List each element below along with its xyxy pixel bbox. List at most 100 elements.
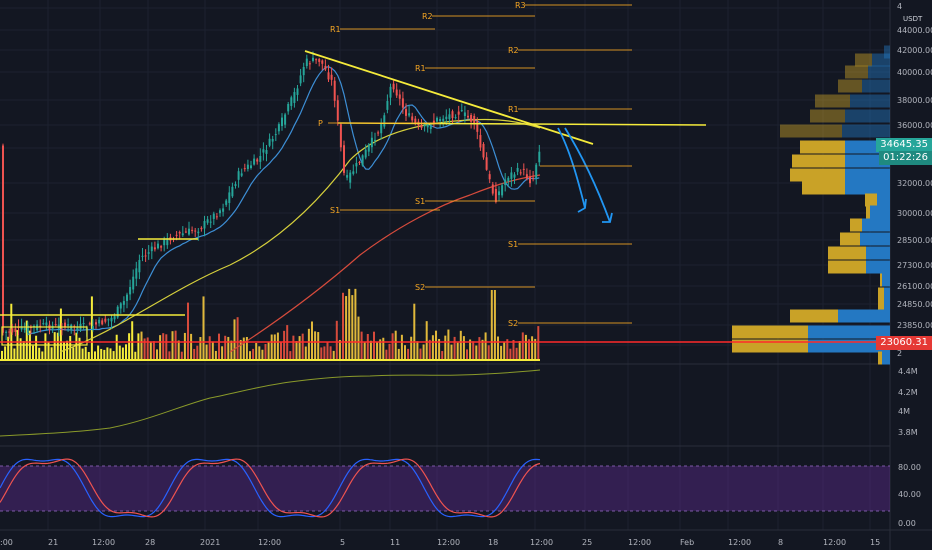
- volume-tick: 3.8M: [898, 428, 918, 437]
- time-tick: 12:00: [728, 538, 751, 547]
- candle-body: [445, 116, 448, 120]
- volume-bar: [537, 326, 540, 360]
- volume-bar: [22, 341, 25, 360]
- profile-bar-down: [880, 273, 882, 287]
- volume-bar: [466, 349, 468, 360]
- candle-body: [194, 230, 197, 232]
- volume-bar: [469, 339, 472, 360]
- profile-bar-up: [872, 53, 890, 67]
- candle-body: [129, 287, 132, 295]
- candle-body: [200, 227, 203, 230]
- volume-bar: [81, 348, 84, 360]
- time-tick: 2021: [200, 538, 220, 547]
- time-tick: 28: [145, 538, 155, 547]
- price-tick: 26100.00: [897, 282, 932, 291]
- volume-bar: [128, 333, 131, 360]
- volume-bar: [348, 288, 351, 360]
- volume-bar: [323, 346, 326, 360]
- volume-bar: [78, 337, 81, 360]
- candlesticks: [2, 51, 541, 341]
- profile-bar-up: [838, 309, 890, 323]
- volume-bar: [196, 345, 199, 360]
- price-tick-partial: 4: [897, 2, 902, 11]
- candle-body: [253, 158, 256, 165]
- candle-body: [501, 185, 504, 196]
- volume-bar: [345, 296, 348, 360]
- candle-body: [463, 112, 466, 117]
- volume-bar: [224, 335, 227, 360]
- volume-bar: [404, 345, 406, 360]
- pivot-label: R1: [330, 25, 341, 34]
- volume-bar: [156, 349, 158, 360]
- profile-bar-down: [878, 297, 884, 311]
- profile-bar-up: [877, 193, 890, 207]
- candle-body: [141, 255, 144, 257]
- volume-bar: [506, 339, 509, 360]
- candle-body: [228, 192, 231, 203]
- candle-body: [215, 216, 218, 218]
- candle-body: [116, 306, 119, 318]
- profile-bar-down: [828, 260, 866, 274]
- candle-body: [60, 329, 63, 331]
- profile-bar-up: [845, 181, 890, 195]
- pivot-label: R1: [415, 64, 426, 73]
- time-tick: 5: [340, 538, 345, 547]
- candle-body: [135, 268, 138, 279]
- candle-body: [374, 139, 376, 141]
- candle-body: [160, 246, 163, 248]
- volume-bar: [509, 348, 512, 360]
- volume-bar: [168, 351, 171, 360]
- volume-bar: [143, 338, 146, 360]
- candle-body: [95, 322, 97, 325]
- candle-body: [259, 156, 262, 162]
- candle-body: [429, 126, 432, 130]
- volume-bar: [180, 351, 183, 360]
- candle-body: [113, 316, 116, 320]
- volume-bar: [239, 339, 242, 360]
- candle-body: [150, 246, 153, 252]
- profile-bar-up: [845, 109, 890, 123]
- volume-bar: [450, 344, 453, 360]
- pivot-label: P: [318, 119, 323, 128]
- candle-body: [225, 200, 228, 205]
- profile-bar-down: [732, 325, 808, 339]
- candle-body: [45, 322, 48, 326]
- volume-bar: [388, 343, 391, 360]
- volume-bar: [484, 332, 487, 360]
- volume-bar: [25, 320, 28, 360]
- volume-bar: [280, 341, 282, 360]
- profile-bar-up: [866, 260, 890, 274]
- drawings[interactable]: [0, 50, 932, 346]
- volume-bar: [59, 308, 62, 360]
- candle-body: [448, 114, 451, 120]
- volume-bar: [165, 334, 168, 360]
- volume-bar: [35, 335, 38, 360]
- price-tick: 23850.00: [897, 321, 932, 330]
- time-tick: 11: [390, 538, 400, 547]
- candle-body: [442, 118, 445, 121]
- volume-bar: [503, 342, 506, 360]
- candle-body: [485, 157, 488, 170]
- candle-body: [315, 59, 318, 61]
- candle-body: [5, 331, 8, 333]
- volume-bar: [193, 348, 196, 360]
- candle-body: [346, 175, 349, 178]
- time-tick: 12:00: [437, 538, 460, 547]
- volume-bar: [109, 348, 112, 360]
- candle-body: [299, 75, 302, 84]
- volume-bar: [171, 331, 174, 360]
- candle-body: [11, 328, 14, 333]
- candle-body: [91, 326, 94, 330]
- candle-body: [104, 318, 107, 322]
- volume-bar: [512, 339, 515, 360]
- volume-bar: [249, 351, 251, 360]
- volume-bar: [493, 290, 496, 360]
- profile-bar-down: [845, 65, 868, 79]
- volume-bar: [354, 288, 357, 360]
- volume-bar: [187, 302, 189, 360]
- volume-bar: [230, 340, 233, 360]
- price-tick: 44000.00: [897, 26, 932, 35]
- volume-bar: [53, 332, 56, 360]
